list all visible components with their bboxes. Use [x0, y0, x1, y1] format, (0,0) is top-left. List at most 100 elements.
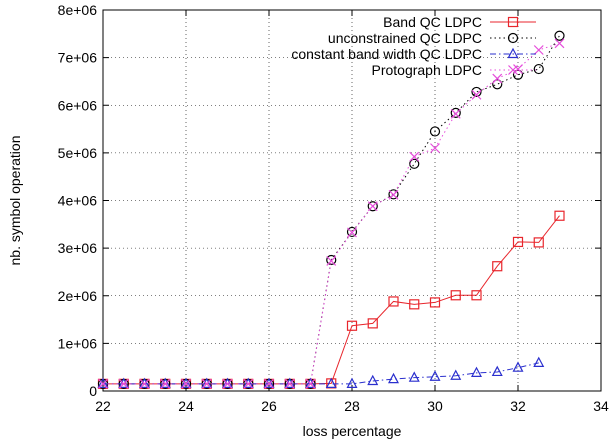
y-tick-label: 5e+06	[58, 145, 98, 161]
data-point	[471, 89, 482, 100]
legend-marker	[507, 16, 519, 28]
data-point	[408, 371, 420, 382]
data-point	[201, 378, 212, 389]
data-point	[388, 296, 399, 307]
data-point	[471, 366, 482, 378]
y-tick-label: 0	[89, 383, 97, 399]
data-point	[533, 237, 544, 248]
x-tick-label: 32	[510, 398, 526, 414]
data-point	[533, 45, 544, 55]
legend-label: unconstrained QC LDPC	[328, 30, 482, 46]
x-tick-label: 26	[261, 398, 277, 414]
legend-label: Protograph LDPC	[371, 62, 482, 78]
series-line	[103, 42, 560, 385]
legend-marker	[507, 32, 519, 44]
data-point	[180, 377, 192, 388]
data-point	[264, 378, 274, 389]
data-point	[512, 361, 524, 372]
data-point	[367, 374, 379, 386]
series-1	[97, 30, 565, 389]
data-point	[450, 107, 461, 118]
series-line	[103, 215, 560, 385]
data-point	[181, 378, 191, 389]
data-point	[471, 290, 482, 301]
data-point	[492, 79, 503, 90]
data-point	[284, 378, 295, 389]
data-point	[533, 63, 544, 75]
data-point	[118, 377, 130, 388]
data-point	[98, 378, 108, 389]
x-tick-label: 22	[95, 398, 111, 414]
data-point	[346, 377, 358, 388]
data-point	[263, 377, 275, 388]
data-point	[326, 256, 337, 266]
data-point	[512, 236, 524, 248]
data-point	[450, 290, 461, 301]
legend-item: Protograph LDPC	[371, 62, 536, 78]
data-point	[305, 378, 316, 389]
data-point	[471, 86, 482, 98]
data-point	[326, 254, 337, 266]
legend-marker	[507, 47, 519, 59]
y-tick-label: 6e+06	[58, 97, 98, 113]
x-tick-label: 34	[593, 398, 609, 414]
data-point	[367, 201, 378, 212]
data-point	[243, 378, 254, 389]
data-point	[554, 38, 565, 49]
y-tick-label: 2e+06	[58, 288, 98, 304]
y-tick-label: 3e+06	[58, 240, 98, 256]
data-point	[492, 73, 503, 84]
x-tick-label: 30	[427, 398, 443, 414]
data-point	[450, 369, 462, 380]
data-point	[430, 143, 440, 154]
data-point	[347, 227, 357, 238]
y-tick-label: 7e+06	[58, 50, 98, 66]
data-point	[554, 210, 565, 221]
data-point	[284, 377, 296, 388]
series-group	[97, 30, 565, 389]
data-point	[325, 377, 337, 388]
data-point	[429, 370, 441, 381]
data-point	[409, 151, 420, 162]
series-line	[103, 35, 560, 385]
axis-ticks: 22 24 26 28 30 32 34 0 1e+06 2e+06 3e+06 4e+06 5e+06…	[58, 2, 609, 414]
data-point	[533, 356, 545, 368]
data-point	[492, 261, 503, 272]
series-3	[98, 38, 565, 389]
data-point	[429, 126, 441, 137]
legend-item: constant band width QC LDPC	[291, 46, 536, 62]
data-point	[388, 372, 399, 384]
y-tick-label: 1e+06	[58, 335, 98, 351]
data-point	[97, 377, 109, 388]
x-tick-label: 24	[178, 398, 194, 414]
data-point	[450, 108, 461, 119]
data-point	[367, 318, 378, 329]
legend-marker	[508, 65, 518, 75]
y-tick-label: 4e+06	[58, 193, 98, 209]
data-point	[160, 378, 171, 389]
data-point	[367, 201, 378, 212]
data-point	[409, 299, 420, 310]
x-tick-label: 28	[344, 398, 360, 414]
data-point	[429, 297, 441, 308]
legend-item: Band QC LDPC	[383, 14, 536, 30]
data-point	[222, 377, 233, 388]
data-point	[388, 189, 399, 200]
x-axis-label: loss percentage	[303, 423, 402, 439]
data-point	[242, 377, 254, 388]
data-point	[409, 158, 420, 169]
data-point	[118, 378, 129, 389]
legend-label: Band QC LDPC	[383, 14, 482, 30]
data-point	[201, 377, 213, 388]
data-point	[491, 365, 503, 377]
grid-lines	[103, 10, 601, 391]
data-point	[388, 189, 399, 200]
legend-label: constant band width QC LDPC	[291, 46, 482, 62]
data-point	[554, 30, 565, 41]
y-tick-label: 8e+06	[58, 2, 98, 18]
data-point	[139, 378, 150, 389]
data-point	[346, 320, 358, 331]
data-point	[222, 378, 233, 389]
